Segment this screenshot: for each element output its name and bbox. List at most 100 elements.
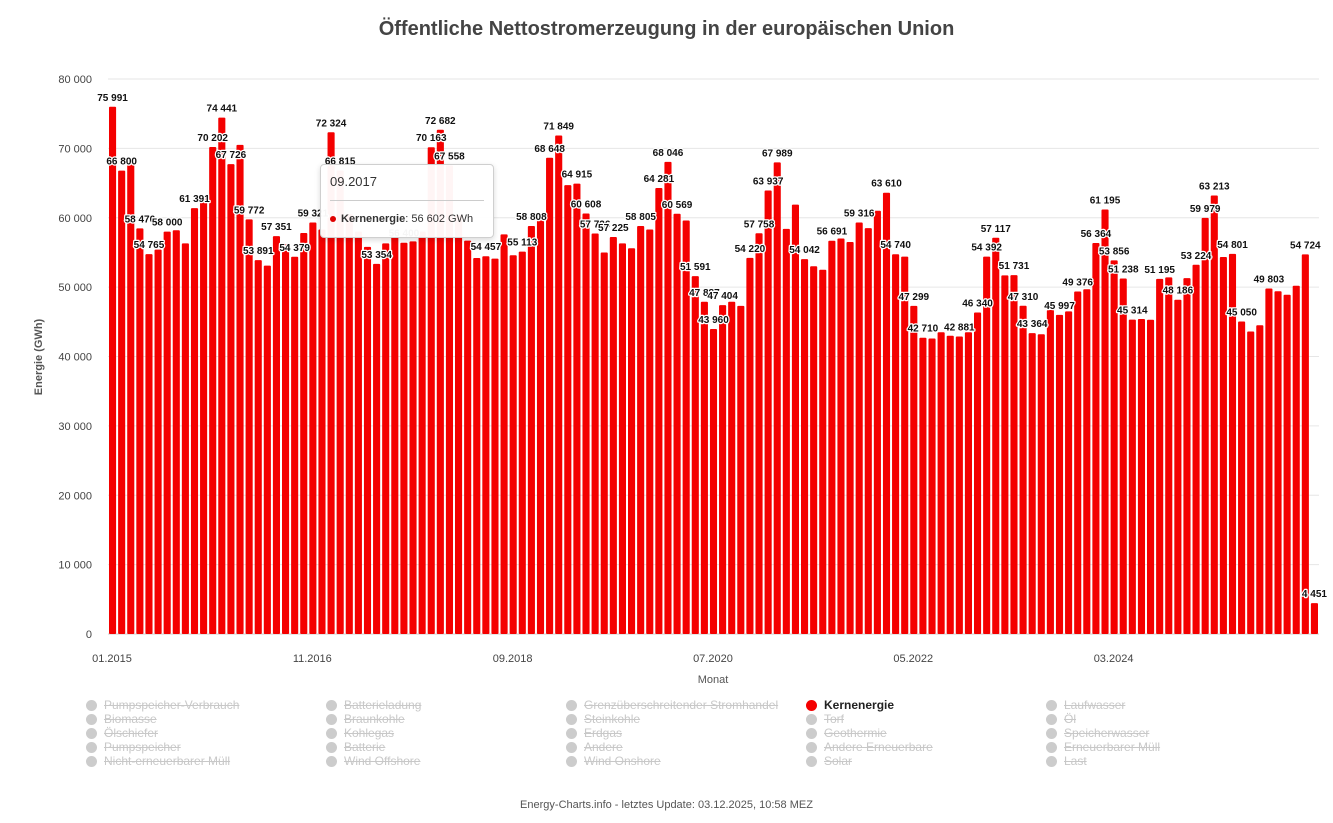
bar[interactable] xyxy=(1137,319,1145,634)
bar[interactable] xyxy=(1001,275,1009,634)
legend-item[interactable]: Last xyxy=(1046,754,1087,768)
bar[interactable] xyxy=(418,231,426,635)
bar[interactable] xyxy=(864,228,872,634)
legend-item[interactable]: Biomasse xyxy=(86,712,157,726)
bar[interactable] xyxy=(336,170,344,634)
bar[interactable] xyxy=(163,231,171,635)
bar[interactable] xyxy=(1110,260,1118,634)
bar[interactable] xyxy=(400,242,408,635)
bar[interactable] xyxy=(373,263,381,634)
bar[interactable] xyxy=(946,335,954,634)
bar[interactable] xyxy=(1247,331,1255,634)
bar[interactable] xyxy=(1238,321,1246,634)
bar[interactable] xyxy=(964,332,972,634)
bar[interactable] xyxy=(500,234,508,634)
bar[interactable] xyxy=(782,228,790,634)
bar[interactable] xyxy=(464,240,472,634)
legend-item[interactable]: Steinkohle xyxy=(566,712,640,726)
bar[interactable] xyxy=(309,222,317,634)
bar[interactable] xyxy=(919,337,927,634)
bar[interactable] xyxy=(1265,288,1273,634)
bar[interactable] xyxy=(272,236,280,634)
bar[interactable] xyxy=(728,301,736,634)
legend-item[interactable]: Geothermie xyxy=(806,726,887,740)
bar[interactable] xyxy=(646,229,654,635)
bar[interactable] xyxy=(172,230,180,635)
bar[interactable] xyxy=(318,229,326,635)
bar[interactable] xyxy=(555,135,563,635)
legend-item[interactable]: Grenzüberschreitender Stromhandel xyxy=(566,698,778,712)
legend-item[interactable]: Andere Erneuerbare xyxy=(806,740,933,754)
legend-item[interactable]: Kernenergie xyxy=(806,698,894,712)
legend-item[interactable]: Andere xyxy=(566,740,623,754)
bar[interactable] xyxy=(655,188,663,635)
legend-item[interactable]: Kohlegas xyxy=(326,726,394,740)
bar[interactable] xyxy=(291,256,299,634)
bar[interactable] xyxy=(391,237,399,634)
bar[interactable] xyxy=(145,254,153,634)
bar[interactable] xyxy=(746,257,754,634)
bar[interactable] xyxy=(491,258,499,634)
bar[interactable] xyxy=(1283,294,1291,634)
bar[interactable] xyxy=(1201,217,1209,634)
bar[interactable] xyxy=(282,244,290,635)
bar[interactable] xyxy=(546,157,554,634)
bar[interactable] xyxy=(1210,195,1218,634)
bar[interactable] xyxy=(1228,253,1237,634)
bar[interactable] xyxy=(1128,319,1136,634)
bar[interactable] xyxy=(764,190,772,634)
bar[interactable] xyxy=(518,251,526,634)
legend-item[interactable]: Laufwasser xyxy=(1046,698,1125,712)
bar[interactable] xyxy=(1292,285,1300,634)
bar[interactable] xyxy=(564,185,572,634)
bar[interactable] xyxy=(1183,278,1191,634)
bar[interactable] xyxy=(1074,291,1082,634)
bar[interactable] xyxy=(582,213,590,634)
bar[interactable] xyxy=(719,305,727,634)
bar[interactable] xyxy=(200,197,208,634)
bar[interactable] xyxy=(1065,311,1073,634)
bar[interactable] xyxy=(345,214,353,634)
legend-item[interactable]: Pumpspeicher xyxy=(86,740,181,754)
bar[interactable] xyxy=(427,147,435,635)
bar[interactable] xyxy=(245,219,253,634)
bar[interactable] xyxy=(363,246,372,634)
legend-item[interactable]: Nicht-erneuerbarer Müll xyxy=(86,754,230,768)
bar[interactable] xyxy=(1174,299,1182,634)
bar[interactable] xyxy=(1147,319,1155,634)
bar[interactable] xyxy=(455,214,463,635)
bar[interactable] xyxy=(1256,325,1264,634)
bar[interactable] xyxy=(955,336,963,634)
bar[interactable] xyxy=(846,242,854,634)
bar[interactable] xyxy=(873,210,881,634)
bar[interactable] xyxy=(482,256,490,634)
bar[interactable] xyxy=(227,164,235,634)
bar[interactable] xyxy=(910,305,918,634)
bar[interactable] xyxy=(974,312,982,634)
bar[interactable] xyxy=(810,266,818,634)
legend-item[interactable]: Ölschiefer xyxy=(86,726,158,740)
legend-item[interactable]: Solar xyxy=(806,754,852,768)
bar[interactable] xyxy=(509,255,517,634)
bar[interactable] xyxy=(773,162,781,634)
bar[interactable] xyxy=(892,254,900,635)
legend-item[interactable]: Erdgas xyxy=(566,726,622,740)
bar[interactable] xyxy=(992,237,1000,634)
bar[interactable] xyxy=(181,243,189,635)
bar[interactable] xyxy=(600,252,608,634)
bar[interactable] xyxy=(1092,242,1100,634)
legend-item[interactable]: Speicherwasser xyxy=(1046,726,1149,740)
bar[interactable] xyxy=(901,256,909,634)
bar[interactable] xyxy=(1310,603,1318,634)
bar[interactable] xyxy=(1037,334,1045,634)
bar[interactable] xyxy=(1119,278,1127,634)
bar[interactable] xyxy=(628,248,636,634)
bar[interactable] xyxy=(536,220,545,634)
bar[interactable] xyxy=(1046,310,1054,634)
bar[interactable] xyxy=(527,226,535,634)
bar[interactable] xyxy=(190,208,199,634)
bar[interactable] xyxy=(354,231,362,635)
bar[interactable] xyxy=(937,332,945,634)
bar[interactable] xyxy=(1219,257,1227,634)
bar[interactable] xyxy=(855,222,863,635)
